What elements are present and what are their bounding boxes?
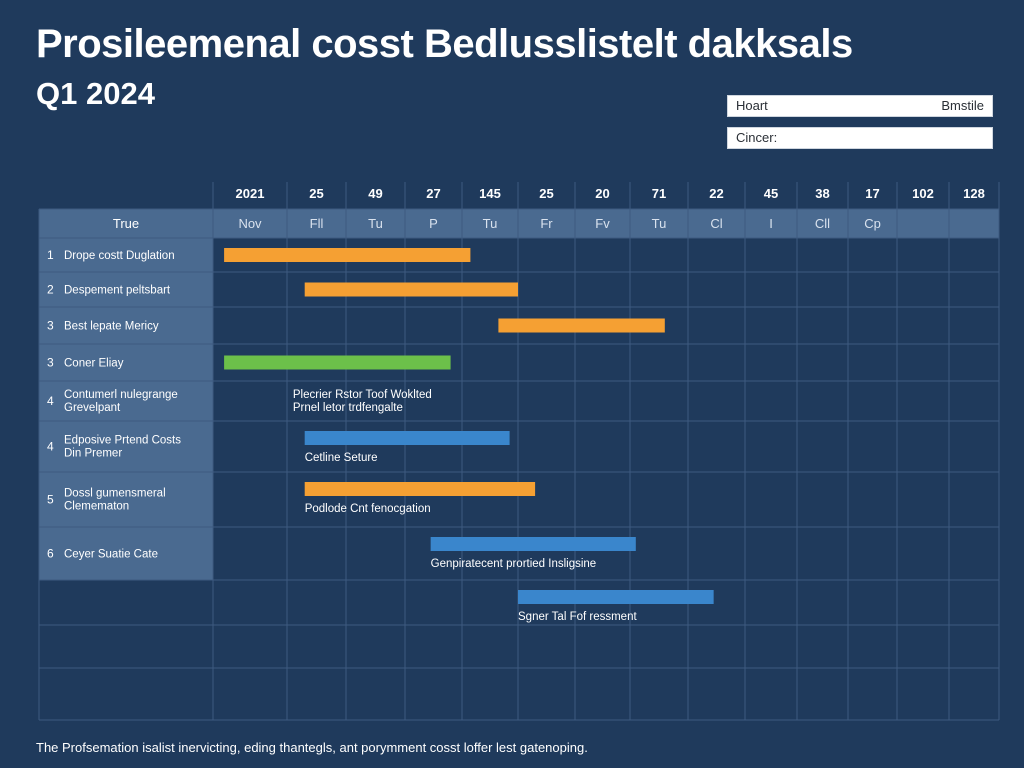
timeline-sub-label: Tu <box>652 216 667 231</box>
timeline-top-label: 102 <box>912 186 934 201</box>
timeline-sub-label: Nov <box>238 216 262 231</box>
task-bar <box>498 318 665 333</box>
task-note: Cetline Seture <box>305 452 378 464</box>
task-number: 6 <box>47 547 54 561</box>
timeline-sub-label: P <box>429 216 438 231</box>
timeline-top-label: 71 <box>652 186 666 201</box>
timeline-top-label: 128 <box>963 186 985 201</box>
timeline-top-label: 17 <box>865 186 879 201</box>
timeline-top-label: 25 <box>309 186 323 201</box>
task-number: 1 <box>47 248 54 262</box>
task-label: Despement peltsbart <box>64 285 171 297</box>
task-label: Edposive Prtend Costs <box>64 435 181 447</box>
timeline-top-label: 22 <box>709 186 723 201</box>
timeline-sub-label: Cl <box>710 216 722 231</box>
cancer-filter-field[interactable]: Cincer: <box>727 127 993 149</box>
timeline-sub-label: Fll <box>310 216 324 231</box>
task-bar <box>430 537 636 551</box>
task-bar <box>224 355 451 370</box>
timeline-sub-label: Fv <box>595 216 610 231</box>
heart-filter-label: Hoart <box>736 98 768 113</box>
timeline-sub-label: Cll <box>815 216 830 231</box>
task-column-header: True <box>113 216 139 231</box>
task-label: Contumerl nulegrange <box>64 389 178 401</box>
task-bar <box>304 282 518 297</box>
timeline-top-label: 2021 <box>236 186 265 201</box>
task-bar <box>518 590 714 604</box>
task-number: 2 <box>47 283 54 297</box>
heart-filter-field[interactable]: Hoart Bmstile <box>727 95 993 117</box>
task-label: Coner Eliay <box>64 358 124 370</box>
task-number: 4 <box>47 394 54 408</box>
task-note: Plecrier Rstor Toof Woklted <box>293 389 432 401</box>
timeline-sub-label: Cp <box>864 216 881 231</box>
task-note: Podlode Cnt fenocgation <box>305 503 431 515</box>
timeline-top-label: 38 <box>815 186 829 201</box>
footer-caption: The Profsemation isalist inervicting, ed… <box>36 740 588 755</box>
cancer-filter-label: Cincer: <box>736 130 778 145</box>
task-bar <box>304 482 536 496</box>
timeline-top-label: 27 <box>426 186 440 201</box>
timeline-top-label: 45 <box>764 186 778 201</box>
task-label: Din Premer <box>64 448 122 460</box>
task-label: Ceyer Suatie Cate <box>64 549 158 561</box>
timeline-sub-label: Tu <box>368 216 383 231</box>
task-number: 4 <box>47 440 54 454</box>
page-subtitle: Q1 2024 <box>36 76 155 111</box>
task-number: 3 <box>47 319 54 333</box>
task-bar <box>224 248 471 262</box>
task-label: Grevelpant <box>64 402 121 414</box>
task-note: Prnel letor trdfengalte <box>293 402 403 414</box>
timeline-sub-label: I <box>769 216 773 231</box>
page-title: Prosileemenal cosst Bedlusslistelt dakks… <box>36 22 853 66</box>
timeline-top-label: 145 <box>479 186 501 201</box>
timeline-sub-label: Tu <box>483 216 498 231</box>
task-label-column <box>39 238 213 580</box>
timeline-top-label: 20 <box>595 186 609 201</box>
task-label: Clemematon <box>64 501 129 513</box>
task-bar <box>304 431 510 445</box>
task-label: Best lepate Mericy <box>64 321 159 333</box>
timeline-header-row <box>39 209 999 238</box>
timeline-sub-label: Fr <box>540 216 553 231</box>
task-note: Sgner Tal Fof ressment <box>518 611 637 623</box>
timeline-top-label: 49 <box>368 186 382 201</box>
task-note: Genpiratecent prortied Insligsine <box>431 558 597 570</box>
heart-filter-value: Bmstile <box>941 98 984 113</box>
task-number: 5 <box>47 493 54 507</box>
task-number: 3 <box>47 356 54 370</box>
task-label: Drope costt Duglation <box>64 250 175 262</box>
timeline-top-label: 25 <box>539 186 553 201</box>
task-label: Dossl gumensmeral <box>64 488 166 500</box>
